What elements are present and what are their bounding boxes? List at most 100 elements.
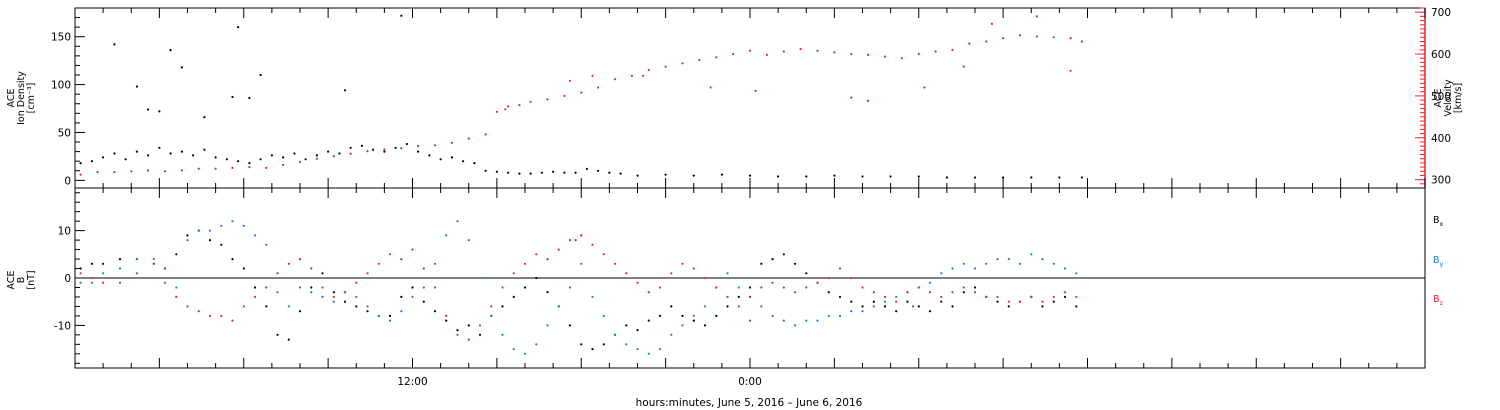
legend-bz: Bz bbox=[1433, 294, 1444, 307]
bx-point bbox=[422, 300, 425, 303]
bx-point bbox=[625, 324, 628, 327]
bx-point bbox=[298, 310, 302, 313]
bz-point bbox=[973, 291, 977, 294]
density-point bbox=[270, 154, 273, 157]
by-point bbox=[703, 305, 707, 308]
density-point bbox=[113, 43, 116, 46]
bz-point bbox=[850, 276, 853, 280]
by-point bbox=[422, 286, 425, 289]
bz-point bbox=[726, 295, 729, 298]
density-point bbox=[259, 158, 262, 161]
bx-point bbox=[872, 300, 875, 303]
velocity-point bbox=[715, 56, 718, 59]
velocity-point bbox=[642, 74, 645, 77]
density-axis-title-line: ACE bbox=[6, 89, 17, 108]
bx-point bbox=[79, 267, 82, 270]
velocity-point bbox=[467, 137, 470, 140]
by-point bbox=[90, 281, 93, 284]
velocity-point bbox=[1080, 40, 1083, 43]
bz-point bbox=[287, 262, 290, 265]
by-point bbox=[411, 295, 414, 298]
density-point bbox=[664, 173, 667, 176]
by-point bbox=[265, 243, 268, 246]
bz-point bbox=[332, 295, 335, 298]
bx-point bbox=[951, 305, 954, 308]
bx-point bbox=[265, 305, 268, 308]
density-point bbox=[293, 152, 296, 155]
bz-point bbox=[310, 267, 313, 270]
by-point bbox=[501, 333, 504, 336]
bx-point bbox=[681, 314, 684, 317]
density-point bbox=[405, 142, 408, 146]
bz-point bbox=[102, 281, 105, 284]
velocity-point bbox=[113, 171, 116, 174]
density-point bbox=[383, 150, 386, 153]
density-point bbox=[748, 174, 752, 177]
bx-point bbox=[501, 305, 504, 308]
density-point bbox=[973, 176, 977, 179]
bz-point bbox=[197, 310, 200, 313]
bz-point bbox=[951, 291, 954, 294]
by-point bbox=[355, 295, 358, 298]
bz-point bbox=[557, 248, 560, 251]
density-point bbox=[428, 154, 431, 157]
bx-point bbox=[208, 239, 212, 242]
density-point bbox=[237, 160, 240, 163]
velocity-point bbox=[332, 155, 335, 158]
by-point bbox=[985, 262, 988, 265]
bz-point bbox=[715, 286, 718, 289]
density-point bbox=[917, 175, 920, 178]
bx-point bbox=[523, 286, 527, 289]
velocity-point bbox=[79, 173, 82, 176]
density-point bbox=[147, 154, 150, 157]
density-point bbox=[450, 156, 453, 159]
density-point bbox=[805, 175, 808, 178]
density-point bbox=[484, 169, 487, 172]
density-tick-label: 100 bbox=[51, 80, 71, 92]
bz-point bbox=[591, 243, 594, 246]
velocity-point bbox=[850, 96, 853, 99]
bx-point bbox=[793, 262, 797, 265]
by-point bbox=[591, 295, 594, 298]
bz-point bbox=[1030, 295, 1033, 298]
velocity-point bbox=[647, 68, 650, 72]
bx-point bbox=[928, 310, 932, 313]
by-point bbox=[771, 314, 774, 317]
bz-point bbox=[343, 291, 347, 294]
bx-point bbox=[996, 300, 999, 303]
b-tick-label: 10 bbox=[58, 226, 71, 238]
velocity-point bbox=[1052, 36, 1055, 39]
velocity-point bbox=[597, 86, 600, 89]
b-tick-label: 0 bbox=[64, 273, 71, 285]
by-point bbox=[118, 267, 122, 270]
by-point bbox=[523, 352, 527, 355]
velocity-point bbox=[349, 152, 352, 155]
by-point bbox=[102, 272, 105, 275]
density-axis-title-line: [cm⁻³] bbox=[26, 83, 37, 114]
density-point bbox=[540, 171, 544, 174]
bz-point bbox=[580, 234, 583, 237]
by-point bbox=[782, 319, 785, 322]
bz-point bbox=[827, 276, 830, 280]
bz-point bbox=[782, 286, 785, 289]
x-tick-label: 12:00 bbox=[397, 376, 427, 388]
bx-point bbox=[276, 333, 279, 336]
density-point bbox=[231, 95, 234, 99]
velocity-point bbox=[1018, 34, 1022, 37]
velocity-point bbox=[934, 50, 937, 53]
velocity-point bbox=[900, 57, 904, 60]
b-axis-title-line: [nT] bbox=[26, 270, 37, 289]
b-tick-label: -10 bbox=[54, 320, 71, 332]
density-point bbox=[552, 170, 555, 173]
bz-point bbox=[535, 253, 538, 256]
density-point bbox=[248, 162, 251, 165]
velocity-point bbox=[163, 170, 167, 173]
bz-point bbox=[771, 281, 774, 284]
velocity-point bbox=[951, 48, 954, 52]
bz-point bbox=[805, 286, 808, 289]
by-point bbox=[895, 295, 898, 298]
bx-point bbox=[242, 267, 245, 270]
velocity-tick-label: 700 bbox=[1431, 7, 1451, 19]
bz-point bbox=[135, 272, 138, 275]
bz-point bbox=[411, 248, 414, 251]
